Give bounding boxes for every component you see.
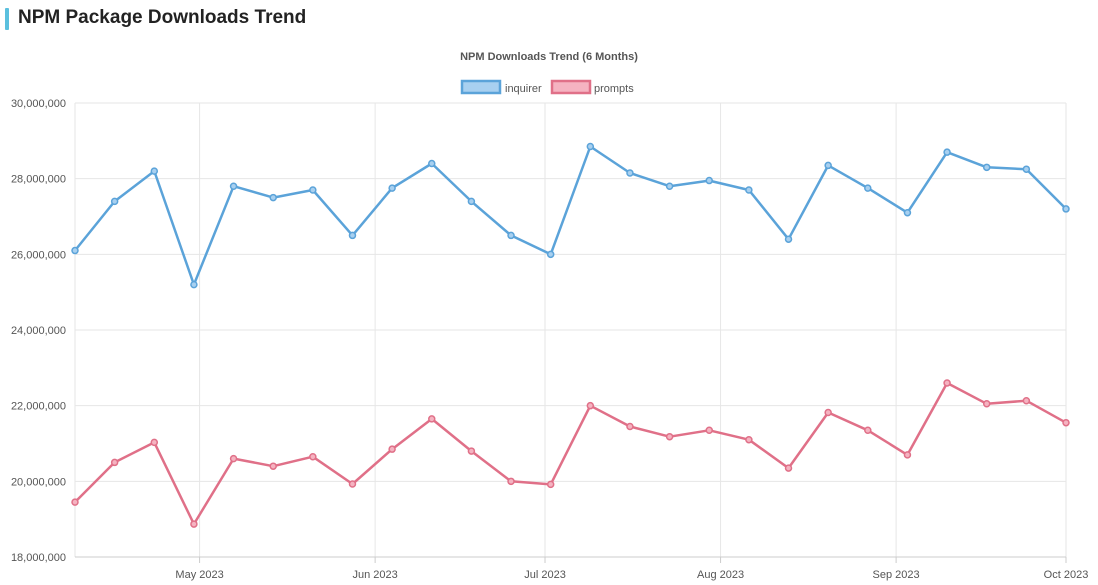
- series-layer: [71, 142, 1070, 528]
- data-point-prompts[interactable]: [190, 520, 198, 528]
- legend-swatch: [460, 79, 502, 95]
- y-tick-label: 18,000,000: [11, 552, 66, 564]
- data-point-prompts[interactable]: [71, 498, 79, 506]
- legend-label: prompts: [594, 83, 634, 95]
- y-tick-label: 22,000,000: [11, 401, 66, 413]
- data-point-prompts[interactable]: [110, 458, 119, 467]
- data-point-inquirer[interactable]: [864, 184, 872, 192]
- data-point-inquirer[interactable]: [982, 163, 991, 172]
- data-point-inquirer[interactable]: [348, 231, 357, 240]
- data-point-prompts[interactable]: [784, 464, 793, 472]
- data-point-prompts[interactable]: [903, 451, 912, 459]
- data-point-prompts[interactable]: [586, 401, 595, 410]
- legend-item-inquirer[interactable]: inquirer: [460, 79, 542, 95]
- data-point-prompts[interactable]: [467, 447, 476, 455]
- data-point-prompts[interactable]: [705, 426, 713, 435]
- title-accent-bar: [5, 8, 9, 30]
- data-point-inquirer[interactable]: [626, 169, 634, 177]
- y-tick-label: 30,000,000: [11, 98, 66, 110]
- data-point-prompts[interactable]: [546, 480, 555, 489]
- x-tick-label: Oct 2023: [1044, 569, 1089, 581]
- data-point-inquirer[interactable]: [309, 186, 317, 194]
- data-point-prompts[interactable]: [269, 462, 277, 470]
- data-point-prompts[interactable]: [982, 400, 991, 408]
- data-point-prompts[interactable]: [348, 480, 357, 488]
- x-tick-label: Jul 2023: [524, 569, 566, 581]
- legend: inquirer prompts: [460, 79, 634, 95]
- data-point-inquirer[interactable]: [705, 176, 713, 185]
- axes: 18,000,000 20,000,000 22,000,000 24,000,000…: [11, 98, 1088, 581]
- data-point-prompts[interactable]: [150, 438, 159, 447]
- data-point-prompts[interactable]: [943, 379, 951, 387]
- data-point-inquirer[interactable]: [269, 193, 277, 202]
- data-point-prompts[interactable]: [229, 454, 238, 463]
- y-tick-label: 28,000,000: [11, 174, 66, 186]
- data-point-prompts[interactable]: [824, 408, 832, 417]
- data-point-inquirer[interactable]: [110, 197, 119, 206]
- legend-swatch: [550, 79, 592, 95]
- series-line-inquirer: [74, 145, 1067, 286]
- data-point-inquirer[interactable]: [824, 161, 832, 170]
- data-point-inquirer[interactable]: [943, 148, 951, 156]
- data-point-prompts[interactable]: [309, 452, 317, 461]
- grid: [74, 102, 1067, 558]
- data-point-prompts[interactable]: [428, 415, 436, 423]
- page-header: NPM Package Downloads Trend: [0, 0, 1098, 40]
- data-point-inquirer[interactable]: [428, 159, 436, 168]
- data-point-inquirer[interactable]: [586, 142, 595, 151]
- y-tick-label: 26,000,000: [11, 249, 66, 261]
- data-point-prompts[interactable]: [1022, 396, 1031, 405]
- legend-label: inquirer: [505, 83, 542, 95]
- data-point-inquirer[interactable]: [388, 184, 396, 192]
- data-point-inquirer[interactable]: [71, 246, 79, 255]
- data-point-inquirer[interactable]: [903, 208, 912, 217]
- chart-title: NPM Downloads Trend (6 Months): [460, 51, 638, 63]
- x-tick-label: Jun 2023: [352, 569, 397, 581]
- data-point-inquirer[interactable]: [665, 182, 674, 190]
- data-point-prompts[interactable]: [864, 426, 872, 435]
- data-point-inquirer[interactable]: [150, 167, 159, 175]
- data-point-inquirer[interactable]: [507, 231, 515, 240]
- data-point-inquirer[interactable]: [1022, 165, 1031, 173]
- y-tick-label: 24,000,000: [11, 325, 66, 337]
- series-line-prompts: [74, 381, 1067, 526]
- x-tick-label: Aug 2023: [697, 569, 744, 581]
- x-tick-label: Sep 2023: [873, 569, 920, 581]
- data-point-inquirer[interactable]: [745, 186, 753, 194]
- data-point-prompts[interactable]: [665, 432, 674, 441]
- data-point-inquirer[interactable]: [229, 182, 238, 190]
- data-point-prompts[interactable]: [626, 422, 634, 431]
- data-point-inquirer[interactable]: [546, 250, 555, 259]
- legend-item-prompts[interactable]: prompts: [550, 79, 634, 95]
- data-point-prompts[interactable]: [388, 445, 396, 453]
- data-point-inquirer[interactable]: [190, 280, 198, 289]
- data-point-prompts[interactable]: [507, 477, 515, 486]
- page-title: NPM Package Downloads Trend: [18, 7, 307, 28]
- data-point-prompts[interactable]: [745, 435, 753, 444]
- y-tick-label: 20,000,000: [11, 476, 66, 488]
- data-point-prompts[interactable]: [1062, 418, 1070, 427]
- x-tick-label: May 2023: [175, 569, 223, 581]
- data-point-inquirer[interactable]: [467, 197, 476, 206]
- data-point-inquirer[interactable]: [1062, 205, 1070, 213]
- data-point-inquirer[interactable]: [784, 235, 793, 243]
